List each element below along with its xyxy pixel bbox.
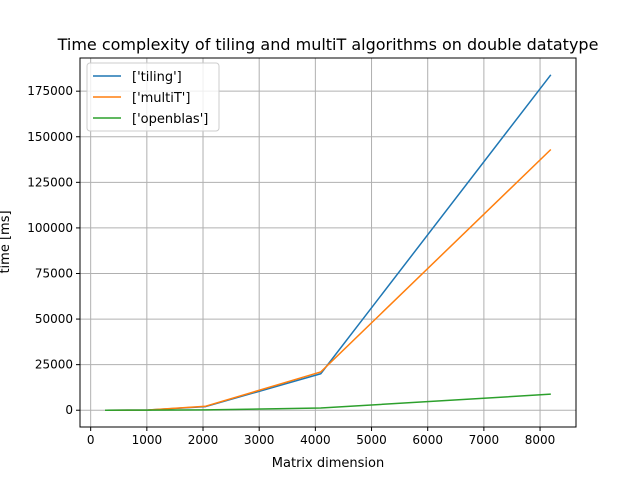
x-tick-label: 1000	[132, 433, 163, 447]
plot-frame	[79, 57, 577, 428]
y-tick-label: 25000	[35, 358, 73, 372]
y-tick-label: 150000	[27, 130, 73, 144]
x-tick-label: 8000	[525, 433, 556, 447]
x-axis-label: Matrix dimension	[272, 456, 384, 471]
legend-box	[86, 62, 220, 132]
y-axis-label: time [ms]	[0, 210, 13, 273]
chart-title: Time complexity of tiling and multiT alg…	[57, 35, 599, 54]
y-tick-label: 50000	[35, 312, 73, 326]
legend-label: ['openblas']	[132, 112, 208, 127]
x-tick-label: 0	[87, 433, 95, 447]
x-tick-label: 3000	[244, 433, 275, 447]
x-tick-label: 2000	[188, 433, 219, 447]
x-tick-label: 5000	[356, 433, 387, 447]
series-line	[105, 393, 551, 411]
grid-lines	[80, 58, 576, 427]
legend-label: ['multiT']	[132, 91, 190, 106]
x-axis: 0 1000 2000 3000 4000 5000 6000 7000 8000	[87, 427, 555, 447]
x-tick-label: 6000	[412, 433, 443, 447]
series-lines	[105, 74, 552, 411]
y-tick-label: 0	[65, 403, 73, 417]
y-tick-label: 100000	[27, 221, 73, 235]
y-tick-label: 75000	[35, 266, 73, 280]
y-tick-label: 125000	[27, 175, 73, 189]
x-tick-label: 4000	[300, 433, 331, 447]
y-axis: 0 25000 50000 75000 100000 125000 150000 175000	[27, 84, 80, 417]
x-tick-label: 7000	[469, 433, 500, 447]
y-tick-label: 175000	[27, 84, 73, 98]
legend: ['tiling'] ['multiT'] ['openblas']	[86, 62, 220, 132]
legend-label: ['tiling']	[132, 70, 182, 85]
